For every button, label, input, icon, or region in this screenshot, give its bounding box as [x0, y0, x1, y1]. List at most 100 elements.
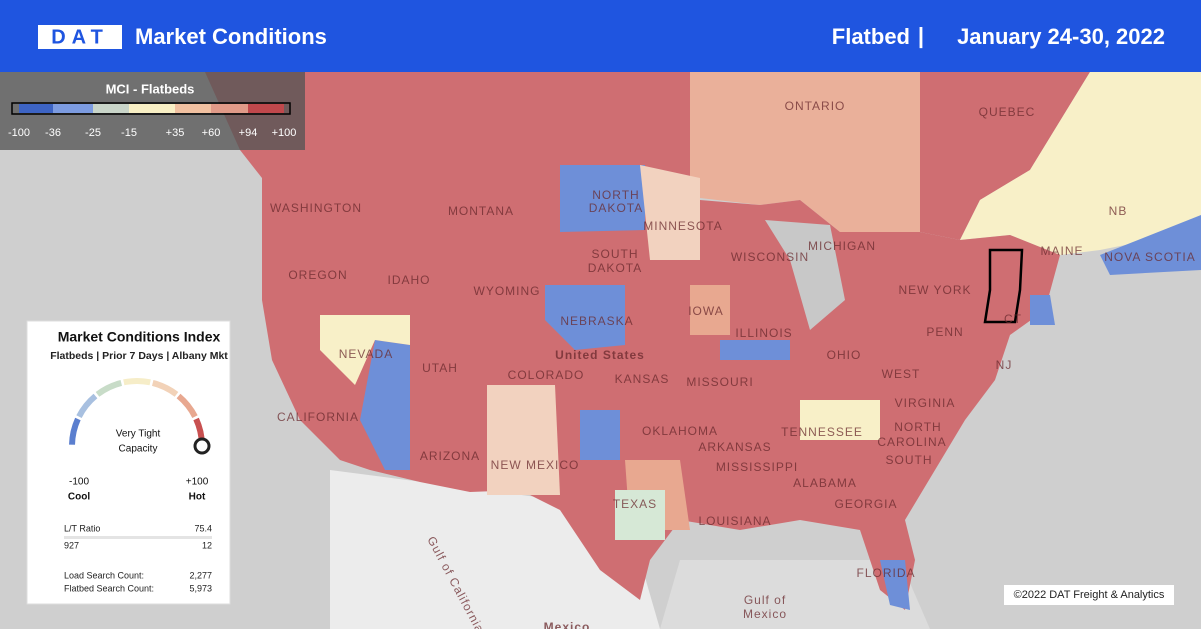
legend-tick-label: -36 — [45, 127, 61, 139]
map-label: DAKOTA — [589, 201, 643, 215]
header-mode: Flatbed — [832, 24, 910, 49]
ontario — [690, 72, 920, 232]
map-label: COLORADO — [508, 368, 585, 382]
legend-swatch — [211, 104, 248, 113]
gauge-segment — [76, 393, 98, 419]
ratio-bar — [64, 536, 212, 539]
map-label: ARKANSAS — [698, 440, 771, 454]
map-label: Gulf of — [744, 593, 786, 607]
map-label: WEST — [882, 367, 921, 381]
gauge-marker — [193, 437, 211, 455]
ratio-loads: 927 — [64, 540, 79, 550]
map-label: ALABAMA — [793, 476, 857, 490]
load-search-label: Load Search Count: — [64, 570, 144, 580]
map-label: IOWA — [688, 304, 724, 318]
map-label: United States — [555, 348, 645, 362]
region-blue — [545, 285, 625, 350]
east-canada — [960, 72, 1201, 255]
region-peach — [640, 165, 700, 260]
legend-tick-label: +100 — [272, 127, 297, 139]
map-label: NEBRASKA — [560, 314, 633, 328]
legend-swatch — [93, 104, 129, 113]
map-label: PENN — [926, 325, 963, 339]
region-blue — [1030, 295, 1055, 325]
legend-swatch — [248, 104, 284, 113]
map-label: OREGON — [288, 268, 347, 282]
map-label: QUEBEC — [979, 105, 1036, 119]
canada-west — [205, 72, 690, 178]
region-peach — [690, 285, 730, 335]
map-label: NOVA SCOTIA — [1104, 250, 1195, 264]
map-label: WISCONSIN — [731, 250, 809, 264]
ratio-trucks: 12 — [202, 540, 212, 550]
region-blue — [880, 560, 910, 610]
map-label: NORTH — [592, 188, 639, 202]
map-label: OKLAHOMA — [642, 424, 718, 438]
great-lakes — [765, 220, 845, 330]
gauge-max-caption: Hot — [189, 492, 206, 503]
map-label: Mexico — [743, 607, 787, 621]
map-label: UTAH — [422, 361, 458, 375]
map-label: SOUTH — [592, 247, 639, 261]
map-label: GEORGIA — [834, 497, 897, 511]
flatbed-search-value: 5,973 — [189, 583, 212, 593]
map-label: CALIFORNIA — [277, 410, 359, 424]
legend-frame — [11, 102, 291, 115]
region-blue — [580, 410, 620, 460]
map-label: DAKOTA — [588, 261, 642, 275]
map-label: LOUISIANA — [698, 514, 771, 528]
panel-subtitle: Flatbeds | Prior 7 Days | Albany Mkt — [50, 350, 228, 362]
map-label: FLORIDA — [856, 566, 915, 580]
legend-title: MCI - Flatbeds — [106, 81, 195, 96]
load-search-value: 2,277 — [189, 570, 212, 580]
header-bar — [0, 0, 1201, 72]
gulf — [660, 560, 930, 629]
map-label: NORTH — [894, 420, 941, 434]
gauge — [69, 378, 211, 455]
header-dates: January 24-30, 2022 — [957, 24, 1165, 49]
map-label: TEXAS — [613, 497, 657, 511]
map-label: NJ — [996, 358, 1013, 372]
quebec — [920, 72, 1090, 240]
gauge-segment — [151, 380, 179, 397]
map-label: NEW YORK — [898, 283, 971, 297]
region-cream — [320, 315, 410, 385]
map-label: IDAHO — [387, 273, 430, 287]
gauge-min-caption: Cool — [68, 492, 90, 503]
gauge-segment — [176, 393, 198, 419]
logo-box — [38, 25, 122, 49]
copyright-box — [1004, 585, 1174, 605]
gauge-status: Capacity — [119, 444, 158, 455]
legend-swatch — [53, 104, 93, 113]
map-label: CAROLINA — [877, 435, 946, 449]
gauge-min: -100 — [69, 477, 89, 488]
map-label: TENNESSEE — [781, 425, 863, 439]
map-label: OHIO — [827, 348, 862, 362]
mci-panel — [26, 320, 231, 605]
map-label: MISSISSIPPI — [716, 460, 798, 474]
map-label: WASHINGTON — [270, 201, 362, 215]
map-label: MONTANA — [448, 204, 514, 218]
ratio-value: 75.4 — [194, 523, 212, 533]
albany-market — [983, 248, 1024, 324]
gauge-segment — [95, 380, 123, 397]
header-separator: | — [918, 23, 924, 48]
map-label: ONTARIO — [785, 99, 846, 113]
legend-swatch — [175, 104, 211, 113]
map-label: NB — [1109, 204, 1128, 218]
map-label: MAINE — [1040, 244, 1083, 258]
legend-tick-label: -25 — [85, 127, 101, 139]
region-blue — [1100, 215, 1201, 275]
header-title: Market Conditions — [135, 24, 327, 49]
gauge-segment — [69, 417, 81, 445]
mexico — [330, 470, 660, 629]
flatbed-search-label: Flatbed Search Count: — [64, 583, 154, 593]
map-label: NEW MEXICO — [491, 458, 580, 472]
region-green — [615, 490, 665, 540]
map-label: KANSAS — [615, 372, 670, 386]
legend-swatch — [19, 104, 53, 113]
gauge-max: +100 — [186, 477, 209, 488]
legend-tick-label: -15 — [121, 127, 137, 139]
